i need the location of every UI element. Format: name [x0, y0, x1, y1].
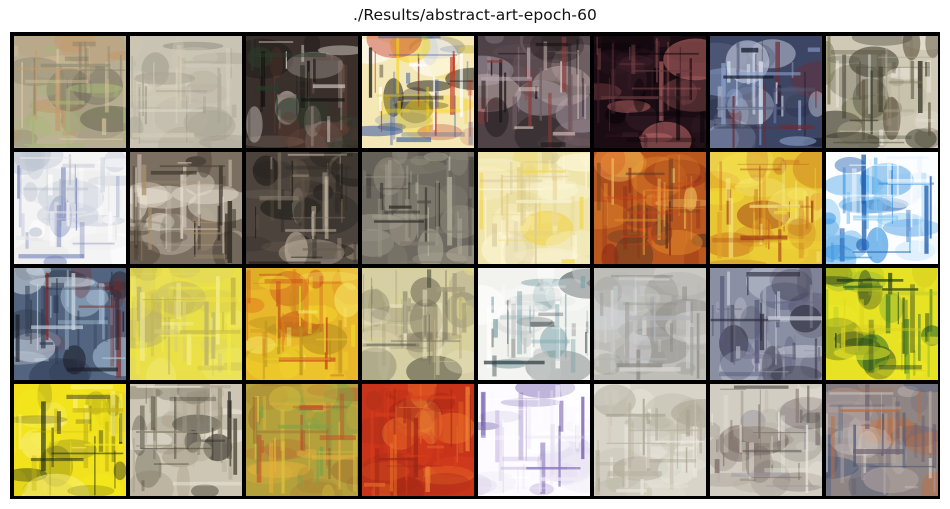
generated-image-tile [130, 36, 242, 148]
generated-image-tile [826, 384, 938, 496]
generated-image-tile [594, 384, 706, 496]
generated-image-tile [246, 152, 358, 264]
generated-image-tile [710, 36, 822, 148]
generated-image-tile [594, 36, 706, 148]
generated-image-tile [130, 268, 242, 380]
generated-image-tile [710, 384, 822, 496]
generated-image-tile [362, 152, 474, 264]
generated-image-tile [710, 268, 822, 380]
figure-title: ./Results/abstract-art-epoch-60 [352, 6, 598, 24]
generated-image-tile [594, 152, 706, 264]
image-grid [10, 32, 940, 499]
generated-image-tile [246, 36, 358, 148]
generated-image-tile [826, 36, 938, 148]
generated-image-tile [710, 152, 822, 264]
generated-image-tile [362, 36, 474, 148]
generated-image-tile [478, 268, 590, 380]
generated-image-tile [246, 268, 358, 380]
generated-image-tile [14, 384, 126, 496]
generated-image-tile [478, 36, 590, 148]
generated-image-tile [362, 384, 474, 496]
generated-image-tile [130, 152, 242, 264]
generated-image-tile [246, 384, 358, 496]
generated-image-tile [826, 268, 938, 380]
generated-image-tile [14, 36, 126, 148]
generated-image-tile [594, 268, 706, 380]
generated-image-tile [478, 384, 590, 496]
generated-image-tile [14, 268, 126, 380]
generated-image-tile [130, 384, 242, 496]
generated-image-tile [362, 268, 474, 380]
generated-image-tile [478, 152, 590, 264]
generated-image-tile [826, 152, 938, 264]
generated-image-tile [14, 152, 126, 264]
